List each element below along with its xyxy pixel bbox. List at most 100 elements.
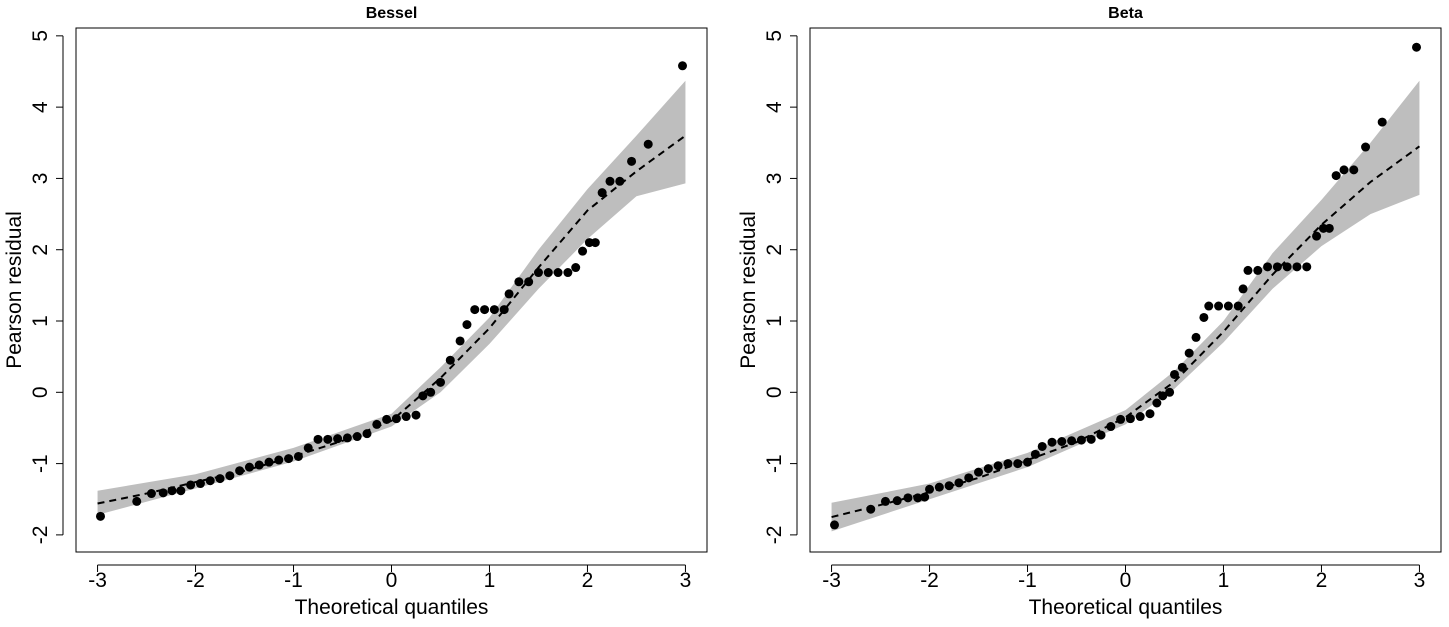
x-tick-label: -3 [822, 569, 841, 592]
point [563, 268, 573, 278]
point [880, 496, 890, 506]
y-tick-label: 4 [29, 101, 52, 113]
point [1302, 262, 1312, 272]
point [1282, 262, 1292, 272]
point [597, 188, 607, 198]
point [411, 410, 421, 420]
point [1361, 142, 1371, 152]
panel: Bessel Theoretical quantiles Pearson resid… [3, 5, 708, 619]
point [426, 387, 436, 397]
point [333, 434, 343, 444]
x-tick-label: 3 [680, 569, 692, 592]
point [1377, 117, 1387, 127]
point [605, 176, 615, 186]
point [944, 481, 954, 491]
point [1125, 414, 1135, 424]
reference-line [97, 134, 687, 505]
panel: Beta Theoretical quantiles Pearson residua… [737, 5, 1442, 619]
y-tick-label: 5 [763, 30, 786, 42]
point [391, 414, 401, 424]
point [1057, 436, 1067, 446]
point [934, 482, 944, 492]
point [1223, 301, 1233, 311]
y-tick-label: 4 [763, 101, 786, 113]
y-tick-label: 0 [763, 386, 786, 398]
y-tick-label: -2 [763, 526, 786, 545]
point [1191, 332, 1201, 342]
plot-frame [75, 27, 708, 553]
point [983, 464, 993, 474]
point [499, 305, 509, 315]
point [1169, 369, 1179, 379]
point [1152, 398, 1162, 408]
y-axis-label: Pearson residual [737, 211, 760, 369]
y-tick-label: 2 [29, 244, 52, 256]
x-axis-label: Theoretical quantiles [295, 596, 489, 619]
x-tick-label: -1 [284, 569, 303, 592]
chart-title: Bessel [366, 5, 418, 22]
point [964, 473, 974, 483]
y-tick-label: -2 [29, 526, 52, 545]
y-tick-label: 1 [763, 315, 786, 327]
x-tick-label: -1 [1018, 569, 1037, 592]
point [401, 412, 411, 422]
point [1272, 262, 1282, 272]
point [1214, 301, 1224, 311]
point [1135, 412, 1145, 422]
point [974, 467, 984, 477]
point [1067, 436, 1077, 446]
point [829, 520, 839, 530]
x-tick-label: 2 [1316, 569, 1328, 592]
point [323, 434, 333, 444]
point [215, 474, 225, 484]
x-tick-label: 1 [484, 569, 496, 592]
chart-title: Beta [1108, 5, 1143, 22]
y-tick-label: 2 [763, 244, 786, 256]
point [1292, 262, 1302, 272]
point [382, 414, 392, 424]
point [254, 460, 264, 470]
point [235, 466, 245, 476]
point [533, 268, 543, 278]
point [1312, 231, 1322, 241]
point [176, 486, 186, 496]
point [274, 455, 284, 465]
point [146, 489, 156, 499]
point [1324, 223, 1334, 233]
point [167, 486, 177, 496]
point [1238, 284, 1248, 294]
point [303, 443, 313, 453]
point [445, 355, 455, 365]
point [1037, 441, 1047, 451]
point [132, 496, 142, 506]
point [186, 480, 196, 490]
point [480, 305, 490, 315]
point [504, 289, 514, 299]
point [1023, 457, 1033, 467]
y-tick-label: 5 [29, 30, 52, 42]
point [284, 454, 294, 464]
point [925, 484, 935, 494]
point [1116, 414, 1126, 424]
point [993, 461, 1003, 471]
x-tick-label: 3 [1414, 569, 1426, 592]
point [892, 496, 902, 506]
point [264, 457, 274, 467]
y-tick-label: 3 [763, 173, 786, 185]
point [362, 429, 372, 439]
point [903, 493, 913, 503]
point [1339, 165, 1349, 175]
point [293, 451, 303, 461]
point [1199, 312, 1209, 322]
point [158, 488, 168, 498]
y-axis-label: Pearson residual [3, 211, 26, 369]
point [313, 434, 323, 444]
x-tick-label: 0 [1120, 569, 1132, 592]
point [1177, 362, 1187, 372]
point [95, 511, 105, 521]
point [1243, 265, 1253, 275]
point [678, 61, 688, 71]
point [514, 277, 524, 287]
point [1233, 301, 1243, 311]
point [866, 504, 876, 514]
